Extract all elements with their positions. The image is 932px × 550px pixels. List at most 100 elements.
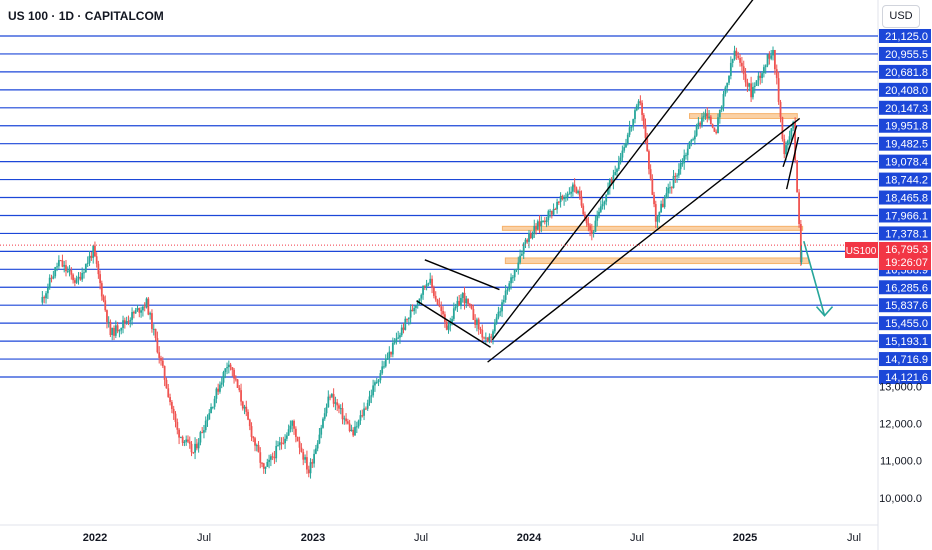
level-label: 18,744.2	[885, 175, 928, 187]
candle-body	[536, 221, 539, 230]
candle-body	[152, 328, 155, 330]
candle-body	[138, 308, 141, 313]
candle-body	[236, 379, 239, 388]
candle-body	[447, 325, 450, 330]
level-label: 21,125.0	[885, 31, 928, 43]
candle-body	[86, 262, 89, 264]
candle-body	[501, 302, 503, 312]
candle-body	[628, 127, 631, 135]
candle-body	[407, 317, 410, 320]
candle-body	[699, 122, 702, 125]
candle-body	[486, 337, 489, 342]
candle-body	[566, 194, 569, 198]
candle-body	[504, 290, 507, 300]
candle-body	[176, 421, 179, 430]
candle-body	[314, 448, 317, 454]
level-label-bg	[879, 172, 931, 187]
candle-body	[697, 122, 700, 126]
candle-body	[458, 300, 461, 306]
candle-body	[549, 210, 551, 212]
candle-body	[116, 325, 119, 332]
candle-body	[109, 321, 112, 335]
candle-body	[490, 336, 493, 338]
candle-body	[169, 397, 171, 403]
candle-body	[323, 413, 326, 419]
level-label: 14,716.9	[885, 354, 928, 366]
candle-body	[307, 469, 310, 474]
candle-body	[357, 420, 360, 427]
support-zone	[689, 113, 798, 119]
level-label: 20,147.3	[885, 103, 928, 115]
candle-body	[294, 428, 297, 437]
candle-body	[348, 423, 351, 432]
candle-body	[744, 74, 747, 83]
candle-body	[788, 136, 791, 141]
candle-body	[502, 299, 505, 303]
candle-body	[388, 351, 391, 359]
candle-body	[81, 272, 84, 280]
candle-body	[296, 436, 299, 442]
candle-body	[118, 330, 121, 332]
candle-body	[587, 223, 590, 226]
candle-body	[764, 65, 767, 68]
candle-body	[199, 432, 202, 443]
candle-body	[783, 139, 786, 155]
level-label: 17,378.1	[885, 228, 928, 240]
candle-body	[132, 312, 135, 314]
candle-body	[531, 233, 534, 239]
candle-body	[329, 396, 331, 398]
candle-body	[154, 328, 157, 339]
support-zone	[501, 225, 804, 231]
candle-body	[269, 456, 272, 460]
candle-body	[438, 304, 441, 307]
candle-body	[510, 277, 512, 284]
candle-body	[102, 296, 105, 301]
candle-body	[726, 82, 729, 88]
candle-body	[57, 260, 60, 267]
candle-body	[667, 187, 670, 194]
candle-body	[599, 206, 602, 212]
candle-body	[702, 116, 705, 118]
level-label: 18,465.8	[885, 193, 928, 205]
level-label-bg	[879, 352, 931, 367]
candle-body	[268, 459, 270, 462]
candle-body	[43, 297, 46, 299]
candle-body	[737, 55, 740, 58]
candle-body	[179, 436, 182, 438]
candle-body	[564, 197, 567, 199]
candle-body	[739, 57, 741, 63]
candle-body	[88, 255, 91, 263]
candle-body	[545, 220, 548, 223]
candle-body	[248, 419, 251, 427]
y-tick-label: 12,000.0	[879, 419, 922, 431]
symbol-tag	[845, 242, 878, 258]
candle-body	[238, 387, 241, 391]
candle-body	[227, 364, 230, 368]
level-label-bg	[879, 208, 931, 223]
candle-body	[477, 319, 480, 329]
candle-body	[291, 420, 294, 426]
currency-button[interactable]: USD	[882, 5, 920, 28]
candle-body	[688, 141, 691, 149]
candle-body	[211, 406, 214, 408]
candle-body	[584, 214, 586, 219]
candle-body	[690, 139, 693, 142]
candle-body	[104, 300, 107, 311]
candle-body	[336, 402, 339, 406]
candle-body	[731, 59, 734, 63]
candle-body	[431, 278, 433, 288]
candle-body	[413, 307, 416, 312]
candle-body	[327, 396, 330, 408]
candle-body	[701, 117, 703, 125]
candle-body	[634, 110, 636, 120]
candle-body	[524, 239, 527, 244]
candle-body	[573, 184, 576, 188]
candle-body	[692, 139, 694, 141]
candle-body	[187, 439, 189, 442]
candle-body	[460, 297, 462, 306]
level-label: 19,482.5	[885, 139, 928, 151]
candle-body	[75, 278, 78, 283]
candle-body	[355, 426, 358, 428]
